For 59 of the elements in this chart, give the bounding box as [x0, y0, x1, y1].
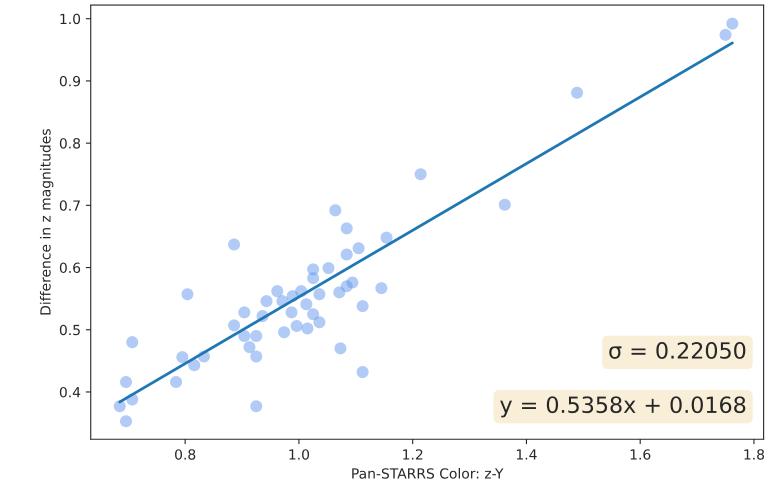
point	[301, 322, 314, 335]
point	[313, 288, 326, 300]
y-tick-label: 0.6	[60, 262, 80, 274]
point	[380, 232, 393, 244]
point	[243, 341, 256, 354]
point	[188, 359, 200, 372]
point	[120, 415, 132, 428]
point	[414, 168, 427, 180]
point	[271, 285, 284, 298]
y-tick-label: 0.9	[60, 76, 80, 86]
x-tick-label: 1.8	[744, 449, 764, 460]
y-tick-label: 0.7	[60, 200, 80, 211]
point	[120, 376, 132, 388]
point	[250, 350, 262, 363]
point	[322, 262, 335, 274]
point	[726, 18, 738, 30]
point	[286, 306, 298, 318]
point	[313, 316, 326, 328]
point	[340, 248, 353, 260]
point	[498, 198, 511, 211]
point	[329, 204, 342, 216]
x-tick-label: 0.8	[175, 449, 196, 460]
point	[356, 366, 369, 378]
x-axis-title: Pan-STARRS Color: z-Y	[352, 468, 504, 479]
point	[356, 300, 369, 312]
annotation: σ = 0.22050	[609, 342, 746, 359]
point	[260, 295, 273, 308]
y-tick-label: 0.5	[60, 324, 80, 336]
point	[571, 86, 584, 99]
x-tick-label: 1.6	[630, 449, 650, 460]
point	[250, 330, 262, 342]
x-tick-label: 1.2	[403, 449, 422, 460]
point	[126, 336, 138, 348]
point	[300, 298, 312, 310]
x-tick-label: 1.0	[289, 449, 310, 460]
point	[307, 308, 320, 320]
point	[352, 242, 365, 254]
y-tick-label: 0.4	[60, 386, 80, 398]
point	[290, 320, 303, 332]
y-tick-label: 1.0	[60, 14, 80, 24]
point	[250, 400, 262, 412]
point	[170, 376, 182, 388]
point	[340, 222, 353, 234]
point	[278, 326, 290, 338]
point	[719, 28, 732, 41]
point	[228, 319, 240, 332]
y-axis-title: Difference in z magnitudes	[40, 129, 54, 314]
point	[307, 272, 320, 284]
y-tick-label: 0.8	[60, 138, 80, 149]
point	[238, 330, 250, 342]
point	[375, 282, 388, 294]
point	[228, 238, 240, 251]
point	[176, 351, 188, 364]
x-tick-label: 1.4	[516, 449, 537, 460]
point	[334, 342, 346, 354]
point	[333, 286, 346, 298]
point	[238, 306, 250, 318]
point	[181, 288, 194, 300]
annotation: y = 0.5358x + 0.0168	[500, 396, 746, 418]
